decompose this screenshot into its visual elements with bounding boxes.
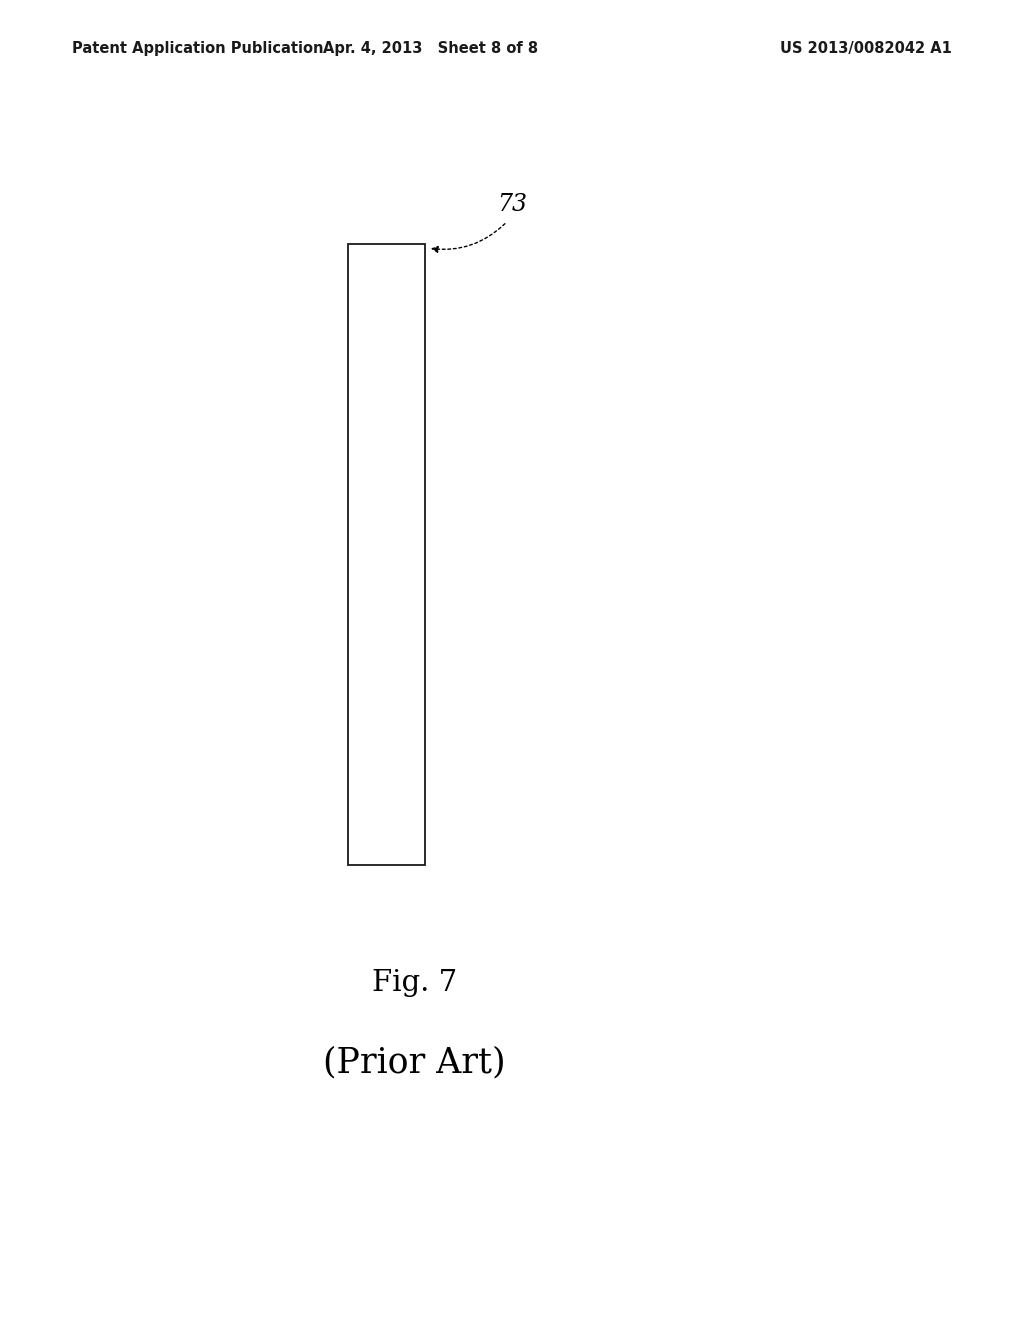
Text: US 2013/0082042 A1: US 2013/0082042 A1 [780,41,952,55]
Text: Fig. 7: Fig. 7 [372,969,458,998]
Text: Patent Application Publication: Patent Application Publication [72,41,324,55]
Bar [348,244,425,865]
Text: Apr. 4, 2013   Sheet 8 of 8: Apr. 4, 2013 Sheet 8 of 8 [323,41,538,55]
Text: (Prior Art): (Prior Art) [324,1045,506,1080]
Text: 73: 73 [497,193,527,216]
